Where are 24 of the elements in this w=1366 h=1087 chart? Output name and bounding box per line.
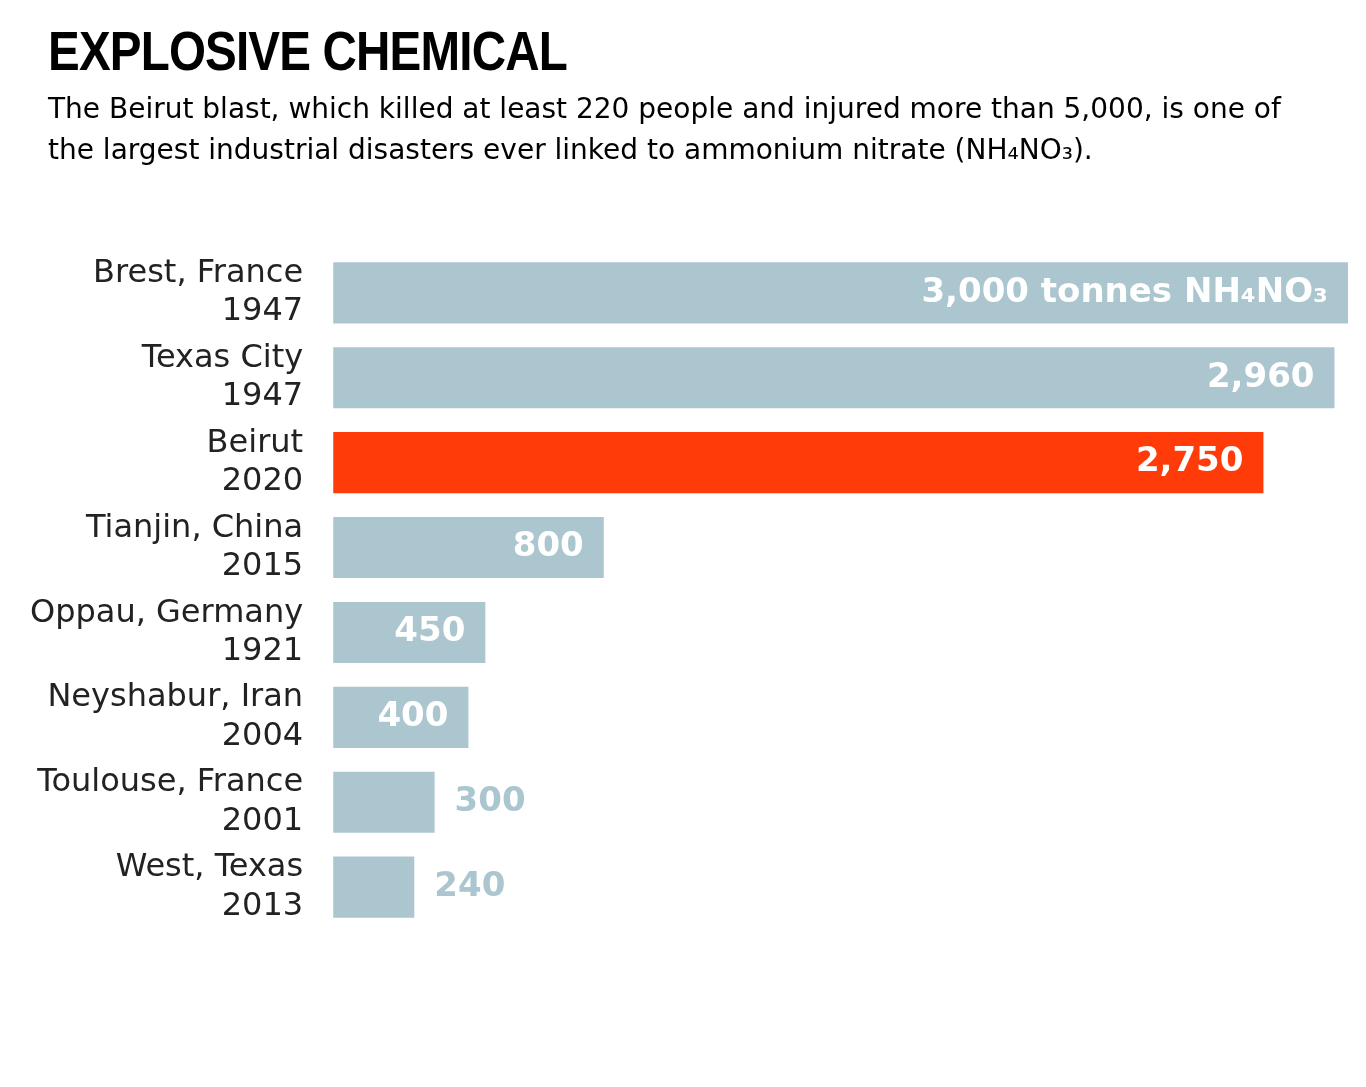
y-tick-label: Beirut 2020 [206, 421, 304, 499]
y-tick-label: Brest, France 1947 [93, 252, 304, 329]
chart-title: EXPLOSIVE CHEMICAL [48, 18, 568, 83]
data-label: 240 [434, 864, 506, 905]
data-label: 2,750 [1135, 439, 1244, 480]
bar [333, 432, 1264, 494]
data-label: 800 [512, 524, 584, 565]
bar [333, 856, 415, 918]
y-tick-label: West, Texas 2013 [115, 846, 304, 923]
y-tick-label: Texas City 1947 [140, 337, 304, 414]
y-tick-label: Tianjin, China 2015 [84, 506, 304, 584]
data-label: 2,960 [1206, 354, 1315, 395]
bar [333, 517, 604, 579]
bar [333, 771, 435, 833]
bar [333, 262, 1348, 324]
bar [333, 347, 1335, 409]
data-label: 3,000 tonnes NH₄NO₃ [921, 269, 1328, 310]
y-tick-label: Oppau, Germany 1921 [30, 591, 304, 669]
y-tick-label: Toulouse, France 2001 [36, 761, 304, 838]
chart-subtitle: The Beirut blast, which killed at least 220 people and injured more than 5,000, is one of the largest industrial disasters ever linked to ammonium nitrate (NH₄NO₃). [48, 91, 1283, 168]
data-label: 300 [454, 779, 526, 820]
y-tick-label: Neyshabur, Iran 2004 [47, 676, 304, 754]
data-label: 450 [394, 609, 466, 650]
data-label: 400 [377, 694, 449, 735]
